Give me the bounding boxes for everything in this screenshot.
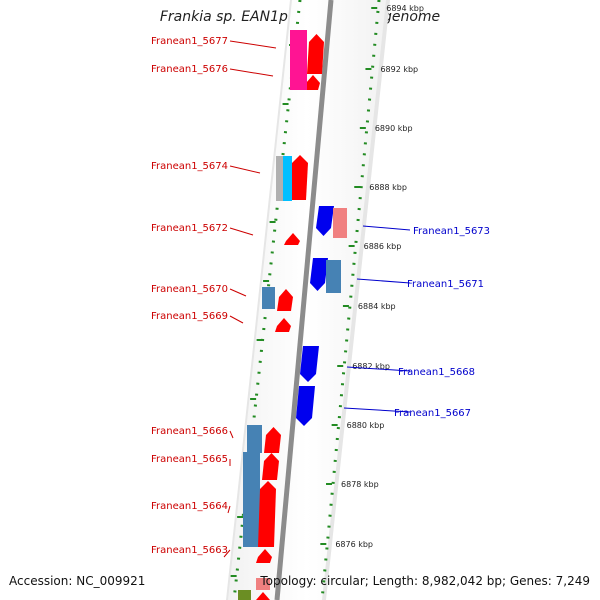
gene-callout-line [229,227,254,236]
gene-label-right[interactable]: Franean1_5667 [394,408,471,419]
gene-arrow-blue [310,258,328,291]
outer-track-boundary [320,0,381,600]
kbp-tick-label: 6884 kbp [358,302,396,311]
gene-arrow-red [256,549,272,563]
gene-arrow-blue [296,386,315,426]
gene-arrow-red [284,233,300,245]
gene-label-left[interactable]: Franean1_5670 [151,284,228,295]
kbp-tick-label: 6882 kbp [352,362,390,371]
kbp-tick-label: 6894 kbp [386,4,424,13]
gene-arrow-red [307,34,324,74]
gene-label-left[interactable]: Franean1_5674 [151,161,228,172]
gene-callout-line [229,68,274,77]
gene-label-left[interactable]: Franean1_5666 [151,426,228,437]
topology-summary-text: Topology: circular; Length: 8,982,042 bp… [260,574,590,588]
gene-label-right[interactable]: Franean1_5668 [398,367,475,378]
gene-callout-line [229,430,234,439]
inner-track-boundary [232,0,302,600]
gene-callout-line [229,40,277,49]
gene-callout-line [229,288,247,297]
gene-arrow-red [258,481,276,547]
gene-box-salmon [333,208,347,238]
gene-box-olive [238,590,251,600]
gene-box-steelblue [247,425,262,453]
gene-arrow-red [275,318,291,332]
gene-box-pink [290,30,307,90]
gene-arrow-red [262,453,279,480]
gene-box-salmon [256,578,270,590]
gene-label-left[interactable]: Franean1_5665 [151,454,228,465]
backbone-line [274,0,334,600]
gene-features [238,30,347,600]
gene-callout-lines [223,40,411,558]
kbp-tick-label: 6880 kbp [347,421,385,430]
kbp-tick-label: 6890 kbp [375,124,413,133]
gene-label-right[interactable]: Franean1_5673 [413,226,490,237]
gene-callout-line [356,278,411,284]
gene-callout-line [227,505,231,514]
accession-text: Accession: NC_009921 [9,574,146,588]
gene-label-left[interactable]: Franean1_5672 [151,223,228,234]
kbp-tick-marks: 6894 kbp 6892 kbp 6890 kbp 6888 kbp 6886 kbp… [230,4,424,577]
gene-callout-line [229,165,261,174]
gene-arrow-red [304,75,320,90]
gene-arrow-red [290,155,308,200]
gene-box-steelblue [243,452,260,547]
gene-label-left[interactable]: Franean1_5669 [151,311,228,322]
gene-callout-line [343,407,411,413]
kbp-tick-label: 6886 kbp [364,242,402,251]
gene-arrow-blue [316,206,334,236]
gene-box-cyan [283,156,292,201]
gene-arrow-red [277,289,293,311]
gene-label-left[interactable]: Franean1_5664 [151,501,228,512]
kbp-tick-label: 6876 kbp [335,540,373,549]
kbp-tick-label: 6892 kbp [380,65,418,74]
gene-arrow-blue [300,346,319,382]
gene-label-left[interactable]: Franean1_5676 [151,64,228,75]
gene-box-steelblue [326,260,341,293]
gene-box-gray [276,156,283,201]
gene-label-left[interactable]: Franean1_5663 [151,545,228,556]
gene-labels: Franean1_5677 Franean1_5676 Franean1_5674 F… [151,36,490,556]
gene-callout-line [346,366,411,372]
gene-label-left[interactable]: Franean1_5677 [151,36,228,47]
gene-callout-line [362,225,411,231]
gene-callout-line [229,315,244,324]
gene-label-right[interactable]: Franean1_5671 [407,279,484,290]
gene-arrow-red [264,427,281,453]
gene-arrow-red [254,592,270,600]
kbp-tick-label: 6878 kbp [341,480,379,489]
kbp-tick-label: 6888 kbp [369,183,407,192]
gene-callout-line [223,549,231,558]
gene-box-steelblue [262,287,275,309]
